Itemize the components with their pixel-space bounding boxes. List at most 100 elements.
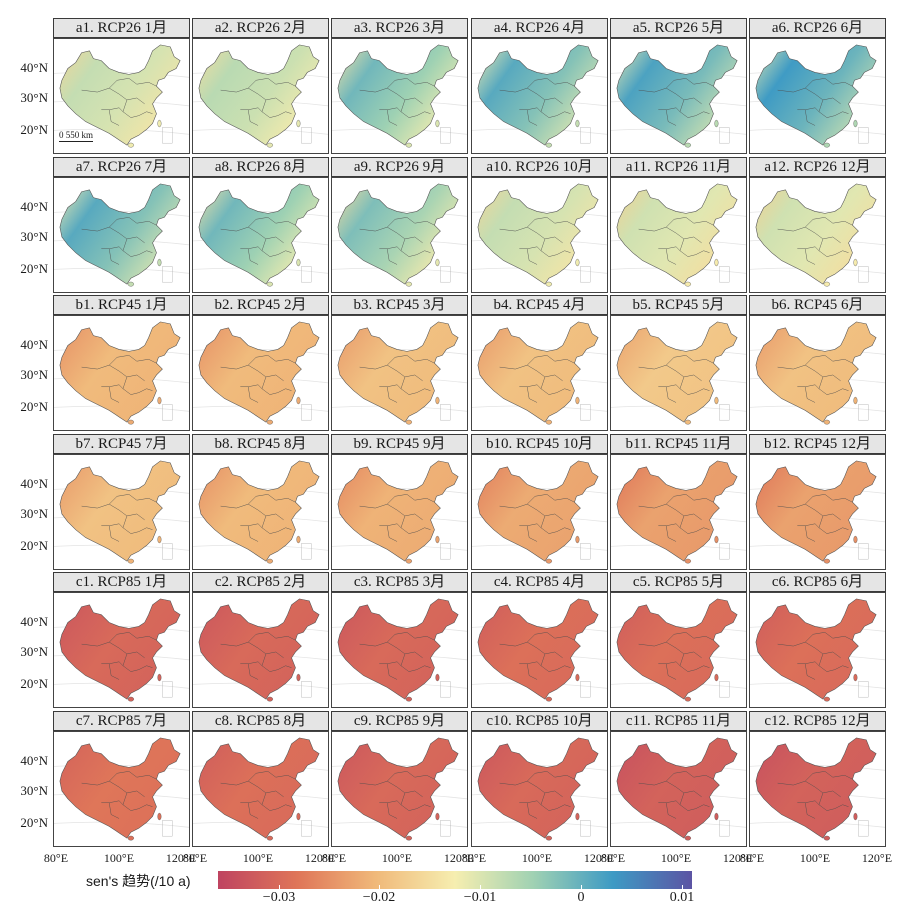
- province-boundary: [499, 364, 538, 372]
- south-china-sea-inset: [580, 681, 591, 698]
- province-boundary: [693, 221, 714, 226]
- province-boundary: [277, 527, 292, 532]
- panel-strip-label: a1. RCP26 1月: [53, 18, 190, 38]
- map-panel: [53, 592, 190, 708]
- taiwan-island: [853, 258, 858, 267]
- china-map: [472, 183, 607, 287]
- taiwan-island: [714, 673, 719, 682]
- province-boundary: [797, 663, 816, 680]
- hainan-island: [127, 558, 135, 564]
- province-boundary: [556, 250, 571, 255]
- south-china-sea-inset: [301, 681, 312, 698]
- map-panel: [192, 177, 329, 293]
- province-boundary: [519, 109, 538, 126]
- province-boundary: [118, 786, 145, 798]
- province-boundary: [805, 523, 820, 528]
- panel-strip-label: a2. RCP26 2月: [192, 18, 329, 38]
- longitude-label: 80°E: [43, 851, 69, 865]
- province-boundary: [693, 636, 714, 641]
- province-boundary: [693, 498, 714, 503]
- province-boundary: [396, 786, 423, 798]
- panel-strip-label: a9. RCP26 9月: [331, 157, 468, 177]
- province-boundary: [138, 527, 153, 532]
- province-boundary: [220, 364, 259, 372]
- province-boundary: [805, 771, 833, 782]
- longitude-label: 100°E: [103, 851, 135, 865]
- panel-strip-label: a7. RCP26 7月: [53, 157, 190, 177]
- south-china-sea-inset: [301, 543, 312, 560]
- hainan-island: [405, 419, 413, 425]
- province-boundary: [805, 246, 820, 251]
- hainan-island: [684, 696, 692, 702]
- province-boundary: [797, 109, 816, 126]
- province-boundary: [416, 665, 431, 670]
- hainan-island: [545, 835, 553, 841]
- province-boundary: [832, 775, 853, 780]
- province-boundary: [109, 107, 124, 112]
- province-boundary: [666, 771, 694, 782]
- hainan-island: [405, 142, 413, 148]
- province-boundary: [101, 802, 120, 819]
- panel-strip-label: a8. RCP26 8月: [192, 157, 329, 177]
- province-boundary: [414, 498, 435, 503]
- south-china-sea-inset: [858, 127, 869, 144]
- province-boundary: [257, 509, 284, 521]
- china-map: [472, 321, 607, 425]
- province-boundary: [695, 250, 710, 255]
- province-boundary: [556, 665, 571, 670]
- latitude-label: 20°N: [20, 399, 48, 414]
- panel-strip-label: c12. RCP85 12月: [749, 711, 886, 731]
- south-china-sea-inset: [162, 404, 173, 421]
- china-map: [750, 44, 885, 148]
- taiwan-island: [853, 535, 858, 544]
- province-boundary: [414, 775, 435, 780]
- longitude-label: 100°E: [242, 851, 274, 865]
- taiwan-island: [157, 535, 162, 544]
- province-boundary: [666, 355, 694, 366]
- province-boundary: [248, 800, 263, 805]
- map-panel: [331, 731, 468, 847]
- south-china-sea-inset: [301, 127, 312, 144]
- province-boundary: [248, 771, 276, 782]
- province-boundary: [261, 653, 278, 672]
- province-boundary: [675, 647, 702, 659]
- province-boundary: [693, 82, 714, 87]
- province-boundary: [275, 636, 296, 641]
- province-boundary: [834, 804, 849, 809]
- province-boundary: [118, 93, 145, 105]
- china-map: [332, 44, 467, 148]
- panel-strip-label: b2. RCP45 2月: [192, 295, 329, 315]
- province-boundary: [416, 527, 431, 532]
- province-boundary: [832, 498, 853, 503]
- map-panel: [331, 315, 468, 431]
- hainan-island: [823, 419, 831, 425]
- province-boundary: [834, 250, 849, 255]
- longitude-label: 80°E: [600, 851, 626, 865]
- province-boundary: [554, 498, 575, 503]
- taiwan-island: [575, 258, 580, 267]
- province-boundary: [658, 525, 677, 542]
- longitude-label: 100°E: [799, 851, 831, 865]
- province-boundary: [248, 494, 276, 505]
- province-boundary: [277, 111, 292, 116]
- panel-strip-label: a5. RCP26 5月: [610, 18, 747, 38]
- colorbar-tick-mark: [480, 885, 481, 889]
- taiwan-island: [575, 673, 580, 682]
- map-panel: [331, 454, 468, 570]
- latitude-label: 30°N: [20, 90, 48, 105]
- province-boundary: [396, 370, 423, 382]
- province-boundary: [275, 775, 296, 780]
- map-panel: [53, 731, 190, 847]
- hainan-island: [545, 696, 553, 702]
- china-map: [54, 598, 189, 702]
- province-boundary: [658, 248, 677, 265]
- china-map: [611, 321, 746, 425]
- province-boundary: [136, 221, 157, 226]
- panel-strip-label: b10. RCP45 10月: [471, 434, 608, 454]
- south-china-sea-inset: [858, 266, 869, 283]
- taiwan-island: [575, 535, 580, 544]
- province-boundary: [261, 376, 278, 395]
- panel-strip-label: b1. RCP45 1月: [53, 295, 190, 315]
- panel-strip-label: b9. RCP45 9月: [331, 434, 468, 454]
- province-boundary: [81, 780, 120, 788]
